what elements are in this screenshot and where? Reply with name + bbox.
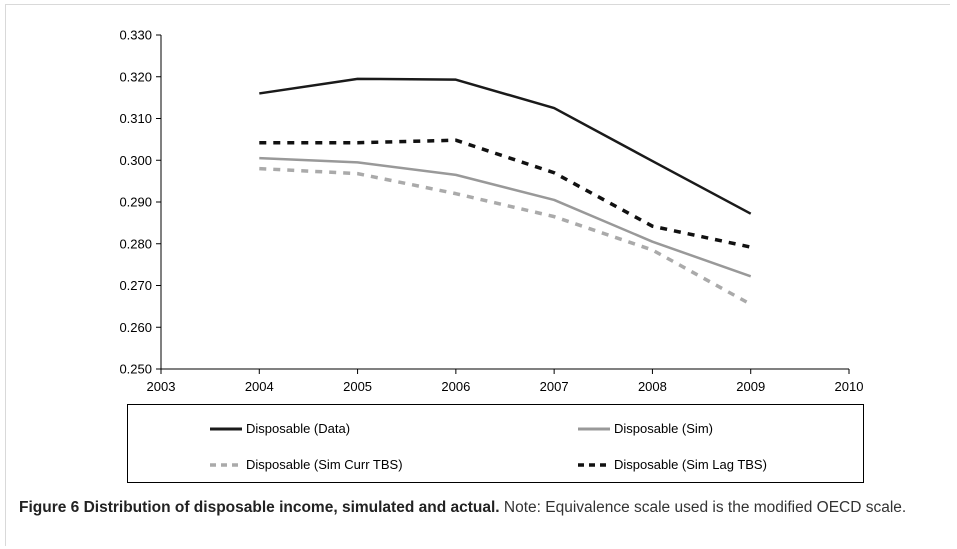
x-tick-label: 2008 <box>638 379 667 394</box>
y-tick-label: 0.250 <box>119 362 152 377</box>
legend-swatch-sim-lag <box>578 462 610 467</box>
y-tick-label: 0.330 <box>119 28 152 43</box>
y-tick-label: 0.310 <box>119 111 152 126</box>
chart-legend: Disposable (Data) Disposable (Sim) Dispo… <box>127 404 864 483</box>
y-tick-label: 0.270 <box>119 278 152 293</box>
y-tick-label: 0.260 <box>119 320 152 335</box>
y-tick-label: 0.280 <box>119 236 152 251</box>
x-tick-label: 2004 <box>245 379 274 394</box>
caption-label: Figure 6 Distribution of disposable inco… <box>19 499 500 516</box>
x-tick-label: 2003 <box>147 379 176 394</box>
legend-swatch-sim-curr <box>210 462 242 467</box>
x-tick-label: 2009 <box>736 379 765 394</box>
legend-label-sim: Disposable (Sim) <box>614 421 713 436</box>
legend-item-data: Disposable (Data) <box>210 421 350 436</box>
x-tick-label: 2006 <box>441 379 470 394</box>
y-tick-label: 0.300 <box>119 153 152 168</box>
y-tick-label: 0.320 <box>119 69 152 84</box>
legend-swatch-sim <box>578 427 610 430</box>
series-line-3 <box>259 138 752 249</box>
legend-label-sim-curr: Disposable (Sim Curr TBS) <box>246 457 403 472</box>
caption-text: Note: Equivalence scale used is the modi… <box>503 499 907 516</box>
chart-axes: 0.250 0.260 0.270 0.280 0.290 0.300 0.310 0.320… <box>119 28 863 395</box>
series-line-2 <box>259 166 752 306</box>
series-line-1 <box>259 156 752 278</box>
legend-swatch-data <box>210 427 242 430</box>
legend-label-sim-lag: Disposable (Sim Lag TBS) <box>614 457 767 472</box>
figure-frame <box>5 4 950 546</box>
y-tick-label: 0.290 <box>119 195 152 210</box>
legend-item-sim-lag: Disposable (Sim Lag TBS) <box>578 457 767 472</box>
figure-caption: Figure 6 Distribution of disposable inco… <box>19 497 944 519</box>
legend-item-sim: Disposable (Sim) <box>578 421 713 436</box>
x-tick-label: 2010 <box>835 379 864 394</box>
x-tick-label: 2007 <box>540 379 569 394</box>
x-tick-label: 2005 <box>343 379 372 394</box>
series-line-0 <box>259 77 752 215</box>
legend-label-data: Disposable (Data) <box>246 421 351 436</box>
line-chart: 0.250 0.260 0.270 0.280 0.290 0.300 0.310 0.320… <box>119 28 863 395</box>
legend-item-sim-curr: Disposable (Sim Curr TBS) <box>210 457 403 472</box>
chart-lines <box>259 77 752 306</box>
